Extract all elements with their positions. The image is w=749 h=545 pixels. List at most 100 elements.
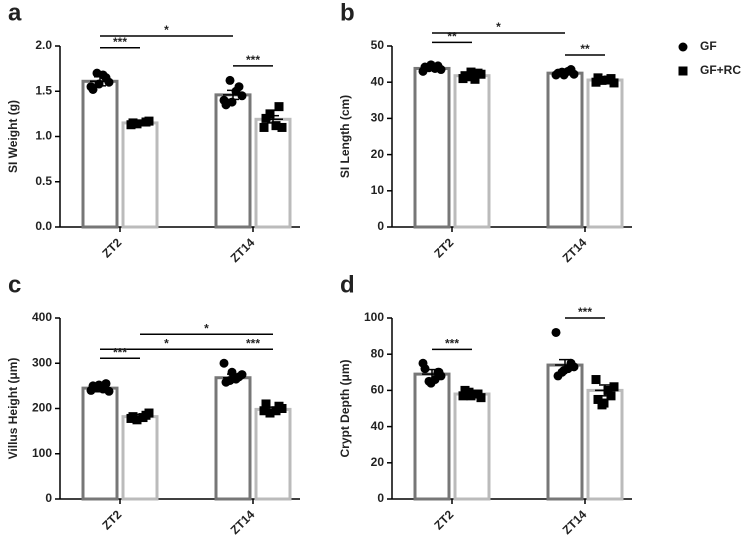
legend-label: GF xyxy=(700,39,717,53)
error-bar xyxy=(422,368,442,380)
error-bar xyxy=(595,77,615,83)
y-tick-label: 0.0 xyxy=(35,219,52,233)
error-bar xyxy=(462,391,482,397)
y-axis-label: SI Weight (g) xyxy=(6,100,20,173)
data-point xyxy=(591,375,601,385)
x-tick-label: ZT2 xyxy=(99,235,124,260)
data-point xyxy=(476,69,486,79)
significance-label: ** xyxy=(447,30,457,44)
panel-label: d xyxy=(340,271,355,298)
y-axis-label: SI Length (cm) xyxy=(338,95,352,178)
y-tick-label: 300 xyxy=(32,355,52,369)
error-bar xyxy=(555,70,575,76)
y-tick-label: 0 xyxy=(45,491,52,505)
data-point xyxy=(219,358,229,368)
bar xyxy=(121,121,159,229)
y-tick-label: 400 xyxy=(32,310,52,324)
x-tick-label: ZT2 xyxy=(99,507,124,532)
data-point xyxy=(265,109,275,119)
data-point xyxy=(259,406,269,416)
error-bar xyxy=(130,120,150,126)
y-tick-label: 20 xyxy=(371,455,385,469)
legend-label: GF+RC xyxy=(700,63,741,77)
y-tick-label: 20 xyxy=(371,147,385,161)
data-point xyxy=(551,327,561,337)
data-point xyxy=(274,102,284,112)
data-point xyxy=(261,399,271,409)
bar xyxy=(413,372,451,501)
y-tick-label: 40 xyxy=(371,74,385,88)
y-tick-label: 10 xyxy=(371,183,385,197)
bar xyxy=(546,363,584,501)
data-point xyxy=(470,74,480,84)
error-bar xyxy=(263,406,283,413)
y-tick-label: 100 xyxy=(32,446,52,460)
y-tick-label: 100 xyxy=(364,310,384,324)
x-tick-label: ZT2 xyxy=(431,507,456,532)
error-bar xyxy=(462,73,482,79)
error-bar xyxy=(130,413,150,420)
error-bar xyxy=(555,358,575,372)
data-point xyxy=(144,408,154,418)
data-point xyxy=(609,382,619,392)
y-tick-label: 60 xyxy=(371,383,385,397)
panel-label: b xyxy=(340,0,355,26)
y-tick-label: 200 xyxy=(32,401,52,415)
y-axis-label: Crypt Depth (μm) xyxy=(338,359,352,457)
data-point xyxy=(144,116,154,126)
data-point xyxy=(88,84,98,94)
data-point xyxy=(225,75,235,85)
y-tick-label: 0.5 xyxy=(35,174,52,188)
bar xyxy=(586,78,624,229)
bar xyxy=(81,79,119,229)
significance-label: *** xyxy=(578,305,592,319)
data-point xyxy=(426,378,436,388)
data-point xyxy=(466,67,476,77)
bar xyxy=(214,376,252,501)
data-point xyxy=(420,364,430,374)
data-point xyxy=(261,113,271,123)
data-point xyxy=(277,122,287,132)
bar xyxy=(413,66,451,229)
y-tick-label: 0 xyxy=(377,219,384,233)
error-bar xyxy=(595,384,615,397)
data-point xyxy=(609,78,619,88)
data-point xyxy=(593,394,603,404)
data-point xyxy=(221,377,231,387)
significance-label: ** xyxy=(580,42,590,56)
significance-label: * xyxy=(164,336,169,350)
significance-label: * xyxy=(164,23,169,37)
bar xyxy=(254,407,292,501)
significance-label: *** xyxy=(246,53,260,67)
data-point xyxy=(271,406,281,416)
error-bar xyxy=(223,89,243,101)
y-tick-label: 50 xyxy=(371,38,385,52)
y-tick-label: 80 xyxy=(371,346,385,360)
data-point xyxy=(553,371,563,381)
data-point xyxy=(458,391,468,401)
data-point xyxy=(593,73,603,83)
data-point xyxy=(227,367,237,377)
significance-label: *** xyxy=(445,336,459,350)
significance-label: * xyxy=(204,321,209,335)
significance-label: *** xyxy=(113,345,127,359)
legend-marker xyxy=(678,66,688,76)
data-point xyxy=(138,413,148,423)
y-axis-label: Villus Height (μm) xyxy=(6,358,20,460)
data-point xyxy=(277,404,287,413)
bar xyxy=(453,74,491,229)
y-tick-label: 1.5 xyxy=(35,83,52,97)
data-point xyxy=(104,77,114,87)
x-tick-label: ZT14 xyxy=(560,507,590,537)
bar xyxy=(453,392,491,501)
x-tick-label: ZT14 xyxy=(560,235,590,265)
bar xyxy=(121,415,159,501)
data-point xyxy=(599,398,609,408)
bar xyxy=(254,117,292,229)
y-tick-label: 30 xyxy=(371,111,385,125)
legend-marker xyxy=(678,42,688,52)
x-tick-label: ZT14 xyxy=(228,507,258,537)
y-tick-label: 0 xyxy=(377,491,384,505)
